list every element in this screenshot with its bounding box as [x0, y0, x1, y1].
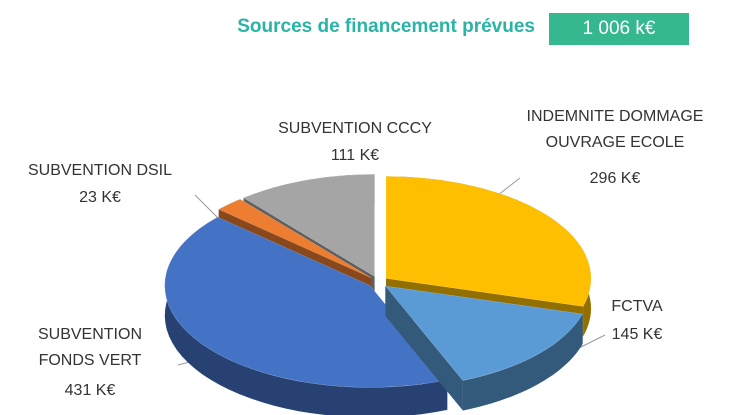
slice-value: 431 K€ [64, 382, 116, 399]
slice-side [164, 217, 448, 415]
slice-label: SUBVENTION DSIL [27, 162, 173, 179]
slice-label: INDEMNITE DOMMAGE OUVRAGE ECOLE [526, 108, 704, 151]
slice-side-shade [164, 217, 448, 415]
slice-value: 111 K€ [330, 147, 380, 164]
slice-value: 296 K€ [589, 170, 641, 187]
slice [384, 285, 584, 381]
slice-value: 23 K€ [79, 189, 121, 206]
slice-side [462, 314, 583, 411]
leader-line [194, 194, 219, 219]
slice-label: SUBVENTION FONDS VERT [37, 326, 142, 369]
slice [243, 174, 375, 277]
slice [385, 176, 592, 307]
slice [218, 198, 372, 278]
slice-side-shade [385, 286, 463, 411]
slice-label: SUBVENTION CCCY [278, 120, 432, 137]
slice-label: FCTVA [611, 298, 663, 315]
slice-side [385, 286, 463, 411]
slice-value: 145 K€ [611, 326, 663, 343]
total-badge: 1 006 k€ [549, 13, 689, 45]
slice [164, 216, 448, 388]
chart-title: Sources de financement prévues [237, 16, 535, 37]
slice-side-shade [462, 314, 583, 411]
